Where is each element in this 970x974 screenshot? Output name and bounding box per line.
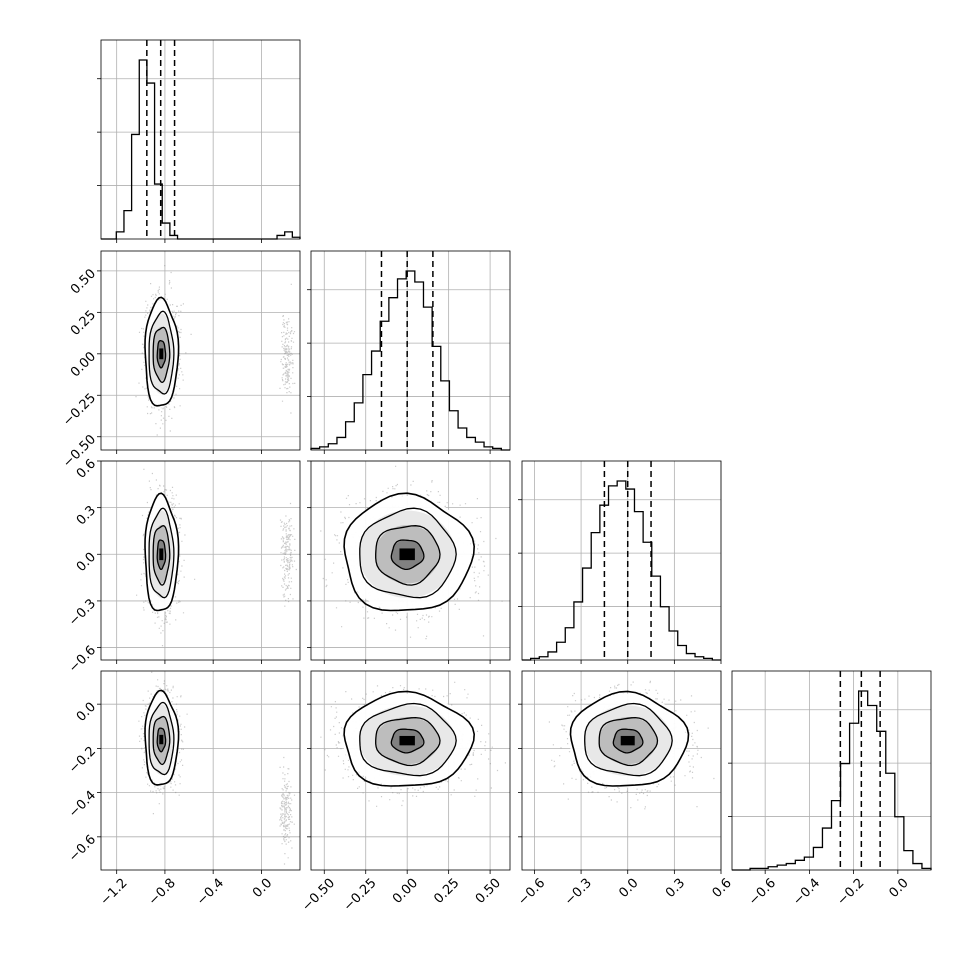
- contour-line: [375, 525, 441, 586]
- y-tick-label: 0.50: [68, 266, 99, 297]
- contour-line: [343, 492, 476, 612]
- panel-content: [135, 265, 296, 436]
- y-tick-label: −0.25: [60, 391, 99, 430]
- panel-frame: [521, 670, 722, 871]
- histogram-1: [310, 270, 510, 451]
- panel-content: [320, 681, 506, 807]
- contour-line: [156, 727, 167, 753]
- panel-3-0: [97, 670, 301, 874]
- histogram-2: [522, 480, 721, 661]
- contour-line: [390, 539, 425, 571]
- x-tick-label: 0.0: [886, 876, 911, 901]
- contour-line: [598, 716, 659, 767]
- panel-3-2: [518, 670, 722, 874]
- panel-2-2: [518, 460, 722, 664]
- panel-frame: [100, 250, 301, 451]
- y-tick-label: −0.6: [66, 643, 99, 676]
- panel-2-0: [97, 460, 301, 664]
- contour-line: [156, 539, 167, 571]
- panel-frame: [100, 460, 301, 661]
- contour-line: [390, 728, 425, 754]
- density-peak: [159, 348, 164, 360]
- contour-line: [584, 702, 673, 777]
- panel-content: [136, 468, 297, 647]
- x-tick-label: 0.0: [616, 876, 641, 901]
- y-tick-label: −0.4: [66, 788, 99, 821]
- y-tick-label: −0.2: [66, 744, 99, 777]
- contour-line: [148, 507, 175, 599]
- x-tick-label: 0.3: [663, 876, 688, 901]
- contour-line: [375, 716, 441, 767]
- x-tick-label: 0.00: [390, 876, 421, 907]
- panel-frame: [100, 670, 301, 871]
- x-tick-label: 0.0: [250, 876, 275, 901]
- panel-1-1: [307, 250, 511, 454]
- panel-frame: [310, 250, 511, 451]
- panel-content: [548, 680, 715, 810]
- x-tick-label: −0.8: [146, 876, 179, 909]
- histogram-3: [732, 690, 932, 871]
- panel-2-1: [307, 460, 511, 664]
- y-tick-label: −0.6: [66, 832, 99, 865]
- panel-frame: [731, 670, 932, 871]
- x-tick-label: 0.6: [710, 876, 735, 901]
- histogram-0: [101, 59, 301, 240]
- y-tick-label: 0.00: [68, 349, 99, 380]
- contour-line: [152, 525, 171, 586]
- x-tick-label: 0.50: [473, 876, 504, 907]
- x-tick-label: −1.2: [98, 876, 131, 909]
- x-tick-label: 0.25: [431, 876, 462, 907]
- x-tick-label: −0.3: [562, 876, 595, 909]
- panel-3-1: [307, 670, 511, 874]
- contour-line: [359, 702, 457, 777]
- contour-line: [152, 326, 171, 383]
- x-tick-label: −0.25: [341, 876, 380, 915]
- contour-line: [343, 690, 476, 787]
- y-tick-label: 0.0: [74, 550, 99, 575]
- panel-1-0: [97, 250, 301, 454]
- density-peak: [399, 548, 415, 561]
- x-tick-label: −0.4: [194, 876, 227, 909]
- contour-line: [152, 715, 171, 766]
- contour-line: [144, 296, 180, 407]
- density-peak: [159, 734, 164, 745]
- x-tick-label: −0.2: [835, 876, 868, 909]
- contour-line: [144, 492, 180, 612]
- panel-frame: [100, 39, 301, 240]
- x-tick-label: −0.6: [515, 876, 548, 909]
- panel-content: [138, 671, 296, 865]
- panel-frame: [521, 460, 722, 661]
- density-peak: [399, 735, 415, 746]
- contour-line: [156, 340, 167, 369]
- contour-line: [612, 728, 644, 754]
- y-tick-label: 0.3: [74, 503, 99, 528]
- density-peak: [620, 735, 635, 746]
- y-tick-label: 0.0: [74, 700, 99, 725]
- y-tick-label: −0.3: [66, 596, 99, 629]
- contour-line: [144, 689, 180, 786]
- panel-content: [320, 465, 503, 640]
- contour-line: [148, 701, 175, 776]
- panel-frame: [310, 670, 511, 871]
- contour-line: [569, 690, 690, 787]
- x-tick-label: −0.4: [790, 876, 823, 909]
- contour-line: [359, 507, 457, 599]
- x-tick-label: −0.6: [746, 876, 779, 909]
- y-tick-label: 0.25: [68, 308, 99, 339]
- x-tick-label: −0.50: [299, 876, 338, 915]
- panel-0-0: [97, 39, 301, 243]
- density-peak: [159, 548, 164, 561]
- panel-frame: [310, 460, 511, 661]
- contour-line: [148, 310, 175, 395]
- panel-3-3: [728, 670, 932, 874]
